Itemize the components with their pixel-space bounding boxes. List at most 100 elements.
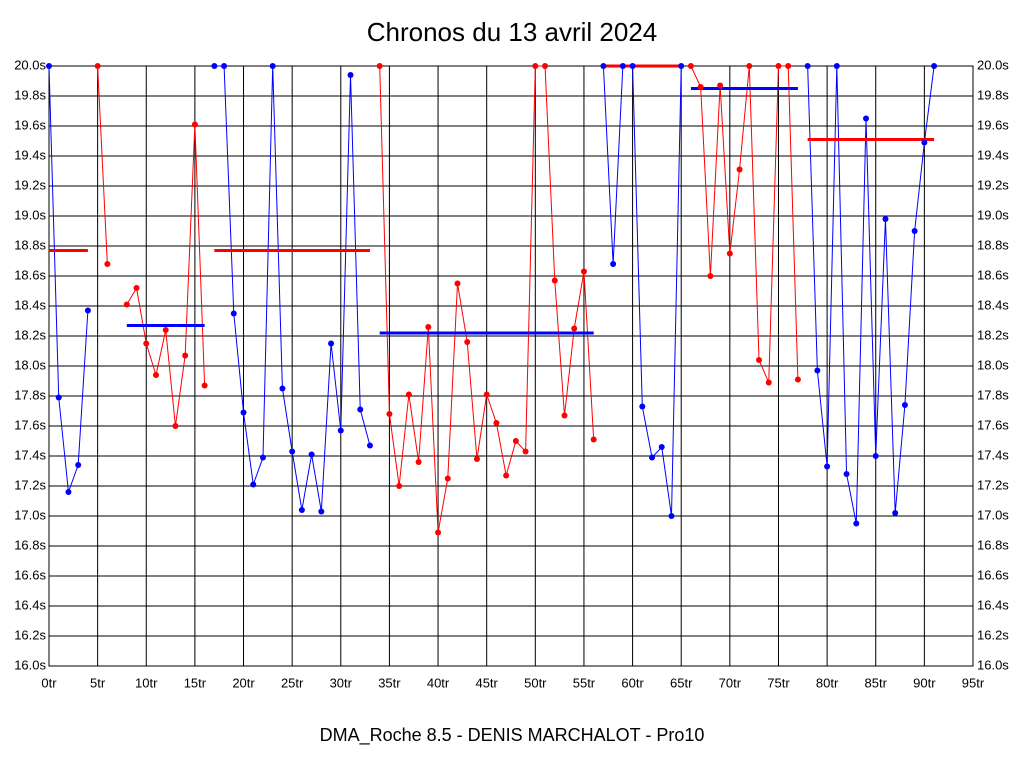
data-point: [561, 412, 568, 419]
data-point: [298, 507, 305, 513]
data-point: [853, 520, 860, 527]
data-point: [308, 451, 315, 458]
y-tick-label: 18.2s: [14, 327, 46, 342]
data-point: [775, 63, 782, 69]
data-point: [921, 139, 928, 146]
data-point: [444, 475, 451, 482]
y2-tick-label: 17.4s: [977, 447, 1009, 462]
data-point: [221, 63, 228, 69]
x-tick-label: 25tr: [281, 675, 304, 690]
data-point: [84, 307, 91, 314]
data-point: [464, 339, 471, 345]
y2-tick-label: 18.0s: [977, 357, 1009, 372]
y2-tick-label: 16.2s: [977, 627, 1009, 642]
data-point: [230, 310, 237, 317]
data-point: [726, 250, 733, 257]
data-point: [785, 63, 792, 69]
data-point: [94, 63, 101, 69]
data-point: [658, 444, 665, 450]
y2-tick-label: 19.8s: [977, 87, 1009, 102]
data-point: [843, 471, 850, 477]
data-point: [736, 166, 743, 173]
data-point: [746, 63, 753, 69]
data-point: [678, 63, 685, 69]
plot-frame: [48, 65, 974, 667]
x-tick-label: 70tr: [719, 675, 742, 690]
y-tick-label: 18.4s: [14, 297, 46, 312]
y-tick-label: 17.4s: [14, 447, 46, 462]
data-point: [600, 63, 607, 69]
data-point: [765, 379, 772, 386]
data-point: [911, 228, 918, 234]
data-point: [649, 454, 656, 461]
y2-tick-label: 16.0s: [977, 657, 1009, 672]
y-tick-label: 19.4s: [14, 147, 46, 162]
data-point: [396, 483, 403, 489]
y-tick-label: 17.0s: [14, 507, 46, 522]
data-point: [347, 72, 354, 78]
data-point: [814, 367, 821, 374]
x-tick-label: 35tr: [378, 675, 401, 690]
data-point: [522, 448, 529, 455]
x-tick-label: 50tr: [524, 675, 547, 690]
series-line: [97, 65, 108, 265]
data-point: [104, 261, 111, 267]
x-tick-label: 95tr: [962, 675, 985, 690]
y-tick-label: 17.8s: [14, 387, 46, 402]
data-point: [152, 372, 159, 378]
series-line: [807, 65, 935, 524]
y2-tick-label: 19.0s: [977, 207, 1009, 222]
x-tick-label: 90tr: [913, 675, 936, 690]
data-point: [483, 391, 490, 398]
y-tick-label: 17.2s: [14, 477, 46, 492]
x-tick-label: 10tr: [135, 675, 158, 690]
y2-tick-label: 20.0s: [977, 57, 1009, 72]
y-tick-label: 18.0s: [14, 357, 46, 372]
data-point: [580, 268, 587, 275]
data-point: [629, 63, 636, 69]
x-tick-label: 15tr: [184, 675, 207, 690]
y2-tick-label: 19.4s: [977, 147, 1009, 162]
x-tick-label: 0tr: [41, 675, 57, 690]
x-tick-label: 60tr: [621, 675, 644, 690]
y-tick-label: 16.4s: [14, 597, 46, 612]
y-tick-label: 16.0s: [14, 657, 46, 672]
data-point: [415, 459, 422, 465]
y-tick-label: 19.6s: [14, 117, 46, 132]
y-tick-label: 16.2s: [14, 627, 46, 642]
data-point: [668, 513, 675, 519]
data-point: [542, 63, 549, 69]
data-point: [133, 285, 140, 291]
data-point: [619, 63, 626, 69]
y2-tick-label: 19.2s: [977, 177, 1009, 192]
y-tick-label: 17.6s: [14, 417, 46, 432]
data-point: [259, 454, 266, 461]
data-point: [824, 463, 831, 470]
x-tick-label: 20tr: [232, 675, 255, 690]
x-tick-label: 85tr: [865, 675, 888, 690]
data-point: [143, 340, 150, 347]
y2-tick-label: 17.6s: [977, 417, 1009, 432]
data-point: [687, 63, 694, 69]
y2-tick-label: 16.4s: [977, 597, 1009, 612]
data-point: [328, 340, 335, 347]
y-tick-label: 16.6s: [14, 567, 46, 582]
data-point: [931, 63, 938, 69]
data-point: [366, 442, 373, 449]
data-point: [863, 115, 870, 122]
x-tick-label: 65tr: [670, 675, 693, 690]
data-point: [882, 216, 889, 222]
x-tick-label: 30tr: [330, 675, 353, 690]
data-point: [571, 325, 578, 332]
y2-tick-label: 16.8s: [977, 537, 1009, 552]
y2-tick-label: 17.8s: [977, 387, 1009, 402]
data-point: [454, 280, 461, 287]
data-point: [46, 63, 52, 69]
y2-tick-label: 18.8s: [977, 237, 1009, 252]
data-point: [357, 406, 364, 413]
data-point: [892, 510, 899, 516]
data-point: [590, 436, 597, 443]
y2-tick-label: 16.6s: [977, 567, 1009, 582]
y-tick-label: 20.0s: [14, 57, 46, 72]
